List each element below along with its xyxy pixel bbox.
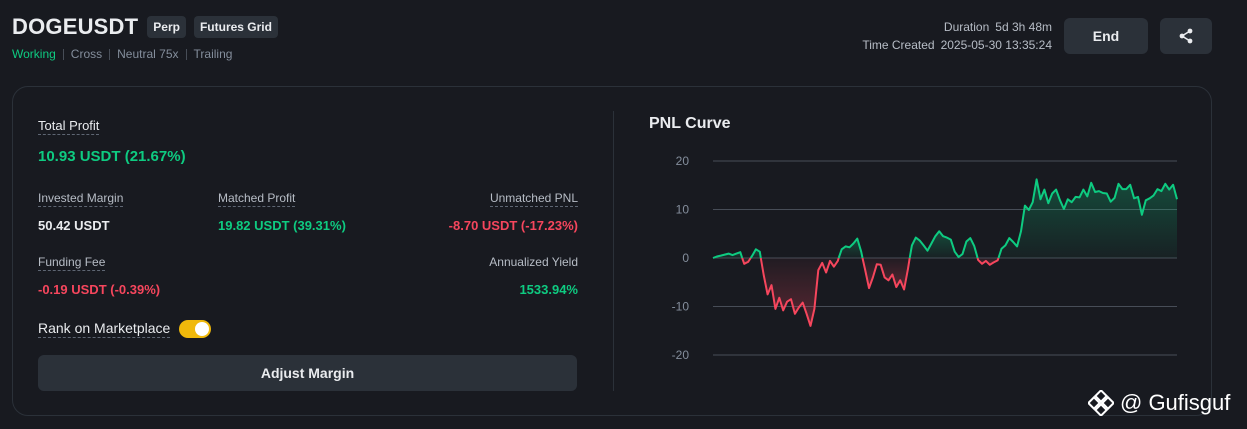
unmatched-pnl-value: -8.70 USDT (-17.23%) xyxy=(448,218,578,233)
pnl-chart: 20 10 0 -10 -20 xyxy=(672,154,1178,362)
matched-profit-label[interactable]: Matched Profit xyxy=(218,191,296,207)
stats-row-2: Funding Fee -0.19 USDT (-0.39%) Annualiz… xyxy=(38,253,578,297)
profit-area xyxy=(838,238,863,258)
pnl-line-negative xyxy=(759,257,840,327)
profit-area xyxy=(909,231,978,258)
tag-perp: Perp xyxy=(147,16,186,38)
invested-margin-label[interactable]: Invested Margin xyxy=(38,191,124,207)
pnl-line-positive xyxy=(997,178,1178,259)
pnl-line-negative xyxy=(976,257,1000,266)
pnl-line-negative xyxy=(741,257,752,265)
margin-mode: Cross xyxy=(70,47,103,61)
pnl-line-positive xyxy=(712,251,744,259)
loss-area xyxy=(760,258,839,326)
pnl-line-positive xyxy=(837,237,864,259)
rank-row: Rank on Marketplace xyxy=(38,320,578,338)
created-label: Time Created xyxy=(862,38,935,52)
pnl-line-negative xyxy=(861,257,911,291)
meta-row: Working Cross Neutral 75x Trailing xyxy=(12,47,1212,61)
y-tick-label: 0 xyxy=(682,251,689,265)
direction-leverage: Neutral 75x xyxy=(117,47,179,61)
panel-divider xyxy=(613,111,614,391)
divider xyxy=(62,48,64,60)
header-actions: Duration 5d 3h 48m Time Created 2025-05-30… xyxy=(862,18,1212,54)
chart-title: PNL Curve xyxy=(649,115,731,132)
watermark-text: @ Gufisguf xyxy=(1120,390,1231,415)
binance-logo-icon xyxy=(1088,390,1114,416)
total-profit-label[interactable]: Total Profit xyxy=(38,118,100,135)
unmatched-pnl-label[interactable]: Unmatched PNL xyxy=(489,191,578,207)
rank-toggle[interactable] xyxy=(179,320,212,338)
symbol-title: DOGEUSDT xyxy=(12,14,139,39)
pnl-line-positive xyxy=(908,230,979,259)
share-icon xyxy=(1179,28,1193,44)
adjust-margin-button[interactable]: Adjust Margin xyxy=(38,355,577,391)
total-profit-value: 10.93 USDT (21.67%) xyxy=(38,148,186,165)
duration-label: Duration xyxy=(943,20,990,34)
trailing-mode: Trailing xyxy=(193,47,233,61)
duration-value: 5d 3h 48m xyxy=(995,20,1052,34)
y-tick-label: 20 xyxy=(676,154,690,168)
profit-area xyxy=(998,179,1177,258)
tag-futures-grid: Futures Grid xyxy=(193,16,278,38)
divider xyxy=(185,48,187,60)
summary-panel: Total Profit 10.93 USDT (21.67%) Investe… xyxy=(38,117,578,391)
invested-margin-value: 50.42 USDT xyxy=(38,218,110,233)
share-button[interactable] xyxy=(1160,18,1212,54)
rank-label[interactable]: Rank on Marketplace xyxy=(38,320,171,338)
funding-fee-label[interactable]: Funding Fee xyxy=(38,255,106,271)
time-info: Duration 5d 3h 48m Time Created 2025-05-30… xyxy=(862,18,1052,54)
toggle-knob xyxy=(195,322,210,336)
y-tick-label: 10 xyxy=(676,203,690,217)
matched-profit-value: 19.82 USDT (39.31%) xyxy=(218,218,346,233)
y-tick-label: -10 xyxy=(672,300,690,314)
funding-fee-value: -0.19 USDT (-0.39%) xyxy=(38,282,161,297)
created-value: 2025-05-30 13:35:24 xyxy=(940,38,1052,52)
annualized-yield-value: 1533.94% xyxy=(519,282,578,297)
pnl-line-positive xyxy=(749,248,762,259)
status-badge: Working xyxy=(12,47,56,61)
y-tick-label: -20 xyxy=(672,348,690,362)
end-button[interactable]: End xyxy=(1064,18,1148,54)
divider xyxy=(109,48,111,60)
watermark: @ Gufisguf xyxy=(1088,390,1230,416)
stats-row-1: Invested Margin 50.42 USDT Matched Profi… xyxy=(38,189,578,233)
bot-details-card: Total Profit 10.93 USDT (21.67%) Investe… xyxy=(12,86,1212,416)
loss-area xyxy=(862,258,910,290)
bot-header: DOGEUSDT Perp Futures Grid Working Cross… xyxy=(12,14,1212,64)
annualized-yield-label: Annualized Yield xyxy=(489,255,578,269)
